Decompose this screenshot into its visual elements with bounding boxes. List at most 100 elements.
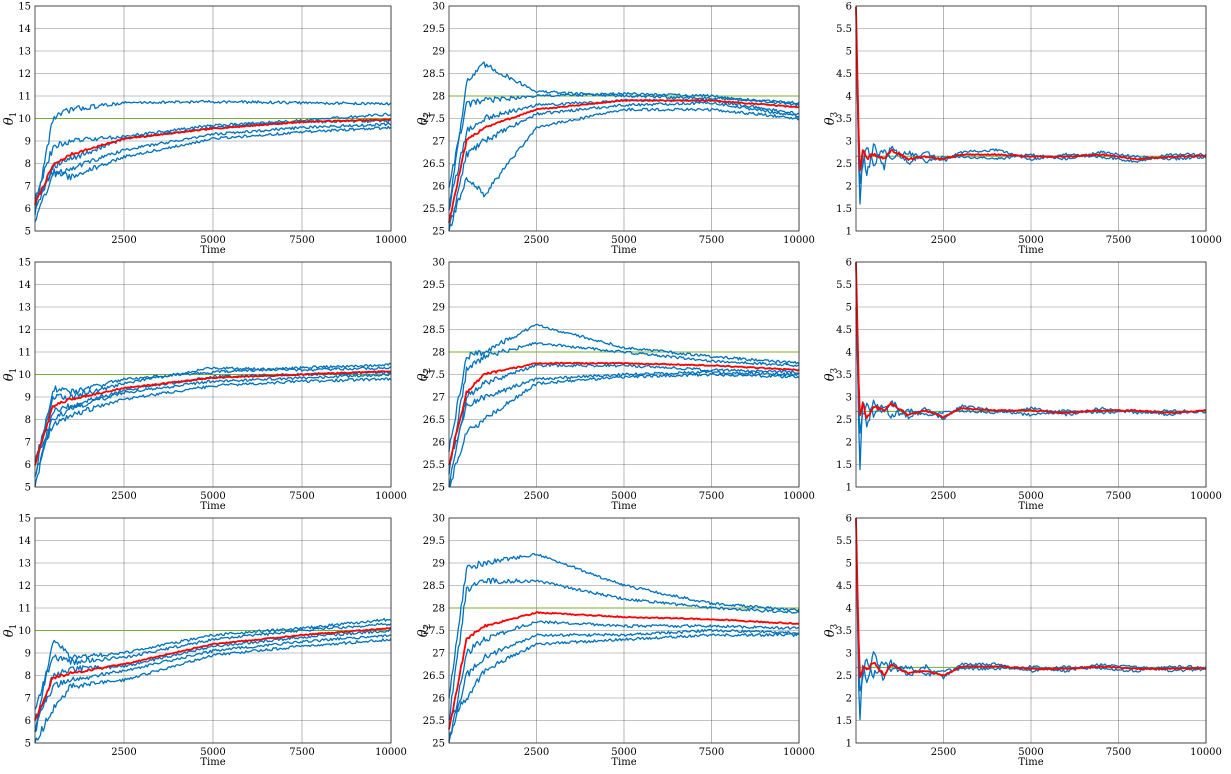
x-tick-label: 7500 xyxy=(289,747,314,758)
chain-trace-line xyxy=(448,577,800,721)
x-axis-label: Time xyxy=(200,245,225,256)
x-tick-label: 10000 xyxy=(783,235,815,246)
x-axis-label: Time xyxy=(611,757,636,768)
subplot-r1-c1: 5 6 7 8 9 10 11 12 13 14 15 2500 5000 7500 10000 Time θ1 xyxy=(2,2,407,257)
y-tick-label: 29 xyxy=(432,559,445,570)
x-tick-label: 7500 xyxy=(1106,491,1131,502)
y-tick-label: 8 xyxy=(25,415,31,426)
x-tick-label: 5000 xyxy=(1018,747,1043,758)
axes-frame xyxy=(855,261,1207,488)
y-tick-label: 4 xyxy=(846,348,852,359)
x-tick-label: 2500 xyxy=(931,747,956,758)
x-tick-label: 2500 xyxy=(524,491,549,502)
y-tick-label: 1 xyxy=(846,227,852,238)
y-tick-label: 11 xyxy=(18,604,31,615)
y-tick-label: 29.5 xyxy=(423,280,445,291)
chain-trace-line xyxy=(448,341,800,475)
y-tick-label: 15 xyxy=(18,514,31,525)
chain-trace-line xyxy=(448,101,800,232)
y-axis-label: θ2 xyxy=(416,368,433,382)
y-tick-label: 5 xyxy=(25,483,31,494)
y-tick-label: 1.5 xyxy=(836,716,852,727)
chain-trace-line xyxy=(34,628,392,733)
chain-trace-line xyxy=(448,91,800,188)
subplot-r3-c1: 5 6 7 8 9 10 11 12 13 14 15 2500 5000 7500 10000 Time θ1 xyxy=(2,514,407,769)
y-tick-label: 7 xyxy=(25,182,31,193)
y-tick-label: 28 xyxy=(432,604,445,615)
y-tick-label: 28.5 xyxy=(423,69,445,80)
y-axis-label: θ1 xyxy=(2,624,19,638)
y-tick-label: 25.5 xyxy=(423,204,445,215)
y-tick-label: 6 xyxy=(25,460,31,471)
y-tick-label: 8 xyxy=(25,671,31,682)
x-tick-label: 10000 xyxy=(375,235,407,246)
mean-trace-line xyxy=(855,6,1207,172)
y-tick-label: 25 xyxy=(432,739,445,750)
x-tick-label: 5000 xyxy=(1018,491,1043,502)
y-tick-label: 13 xyxy=(18,303,31,314)
y-tick-label: 4 xyxy=(846,92,852,103)
y-tick-label: 27.5 xyxy=(423,626,445,637)
axes-frame xyxy=(855,517,1207,744)
y-tick-label: 26.5 xyxy=(423,415,445,426)
y-tick-label: 27.5 xyxy=(423,114,445,125)
subplot-r2-c3: 1 1.5 2 2.5 3 3.5 4 4.5 5 5.5 6 2500 5000 7500 10000 Ti… xyxy=(823,258,1222,513)
x-tick-label: 2500 xyxy=(524,747,549,758)
mean-trace-line xyxy=(448,99,800,223)
y-axis-label: θ3 xyxy=(823,367,840,381)
mean-trace-line xyxy=(34,627,392,721)
y-tick-label: 27.5 xyxy=(423,370,445,381)
chain-trace-line xyxy=(448,107,800,232)
y-tick-label: 5.5 xyxy=(836,280,852,291)
subplot-r3-c3: 1 1.5 2 2.5 3 3.5 4 4.5 5 5.5 6 2500 5000 7500 10000 Ti… xyxy=(823,514,1222,769)
y-tick-label: 4.5 xyxy=(836,325,852,336)
y-tick-label: 10 xyxy=(18,626,31,637)
y-tick-label: 4.5 xyxy=(836,581,852,592)
x-tick-label: 2500 xyxy=(111,747,136,758)
y-tick-label: 14 xyxy=(18,536,31,547)
y-tick-label: 5 xyxy=(846,47,852,58)
y-tick-label: 2.5 xyxy=(836,671,852,682)
y-tick-label: 25.5 xyxy=(423,716,445,727)
axes-frame xyxy=(34,517,392,744)
y-tick-label: 27 xyxy=(432,137,445,148)
y-tick-label: 3 xyxy=(846,137,852,148)
chain-trace-line xyxy=(34,638,392,743)
chain-trace-line xyxy=(448,632,800,721)
x-axis-label: Time xyxy=(611,245,636,256)
mean-trace-line xyxy=(448,361,800,466)
x-axis-label: Time xyxy=(1018,757,1043,768)
chain-trace-line xyxy=(34,634,391,721)
y-tick-label: 26 xyxy=(432,438,445,449)
chain-trace-line xyxy=(855,29,1207,185)
y-tick-label: 2 xyxy=(846,438,852,449)
y-tick-label: 30 xyxy=(432,258,445,269)
y-tick-label: 5.5 xyxy=(836,536,852,547)
x-axis-label: Time xyxy=(1018,501,1043,512)
chain-trace-line xyxy=(34,617,392,733)
y-tick-label: 13 xyxy=(18,559,31,570)
y-axis-label: θ3 xyxy=(823,111,840,125)
y-tick-label: 3.5 xyxy=(836,114,852,125)
x-tick-label: 10000 xyxy=(1190,747,1222,758)
chain-trace-line xyxy=(448,370,800,466)
y-tick-label: 13 xyxy=(18,47,31,58)
x-tick-label: 7500 xyxy=(699,747,724,758)
x-tick-label: 10000 xyxy=(1190,235,1222,246)
y-tick-label: 3 xyxy=(846,393,852,404)
y-tick-label: 3.5 xyxy=(836,626,852,637)
x-tick-label: 2500 xyxy=(931,491,956,502)
x-tick-label: 7500 xyxy=(699,235,724,246)
axes-frame xyxy=(34,5,392,232)
x-axis-label: Time xyxy=(200,501,225,512)
chain-trace-line xyxy=(448,628,799,743)
y-tick-label: 25.5 xyxy=(423,460,445,471)
x-tick-label: 5000 xyxy=(611,235,636,246)
chain-trace-line xyxy=(34,99,392,216)
y-tick-label: 28.5 xyxy=(423,581,445,592)
y-tick-label: 6 xyxy=(846,258,852,269)
y-tick-label: 30 xyxy=(432,514,445,525)
y-tick-label: 3 xyxy=(846,649,852,660)
y-tick-label: 7 xyxy=(25,694,31,705)
x-tick-label: 10000 xyxy=(1190,491,1222,502)
